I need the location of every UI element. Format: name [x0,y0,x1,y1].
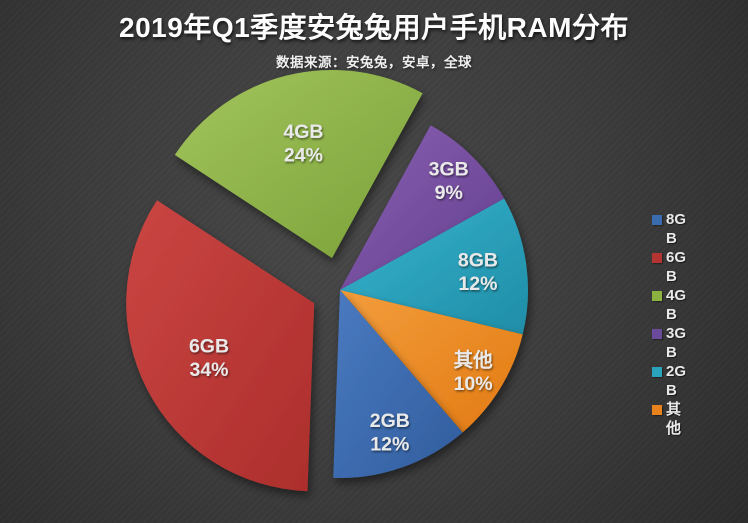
legend-label-3gb: 3GB [666,325,687,361]
legend-marker-6gb [652,253,662,263]
legend: 8GB 6GB 4GB 3GB 2GB 其他 [652,210,704,438]
pie-slice-8gb[interactable] [340,198,529,335]
slice-label-3gb: 3GB 9% [429,159,469,205]
legend-item-2gb[interactable]: 2GB [652,362,704,400]
legend-label-4gb: 4GB [666,287,687,323]
slice-label-4gb: 4GB 24% [283,121,323,167]
pie-slice-2gb[interactable] [333,290,463,479]
slice-label-2gb: 2GB 12% [370,410,410,456]
legend-label-8gb: 8GB [666,211,687,247]
legend-marker-3gb [652,329,662,339]
legend-label-2gb: 2GB [666,363,687,399]
slice-label-6gb: 6GB 34% [189,336,229,382]
slice-label-8gb: 8GB 12% [458,249,498,295]
legend-label-6gb: 6GB [666,249,687,285]
legend-item-4gb[interactable]: 4GB [652,286,704,324]
pie-slice-other[interactable] [340,290,523,433]
legend-item-other[interactable]: 其他 [652,400,704,438]
slice-label-other: 其他 10% [454,349,494,396]
pie-slice-4gb[interactable] [174,69,423,258]
legend-item-3gb[interactable]: 3GB [652,324,704,362]
legend-item-6gb[interactable]: 6GB [652,248,704,286]
legend-marker-2gb [652,367,662,377]
pie-slice-6gb[interactable] [126,200,315,492]
pie-slice-3gb[interactable] [340,125,505,290]
legend-label-other: 其他 [666,401,682,437]
legend-marker-other [652,405,662,415]
legend-item-8gb[interactable]: 8GB [652,210,704,248]
chart-title: 2019年Q1季度安兔兔用户手机RAM分布 [119,12,629,43]
legend-marker-8gb [652,215,662,225]
legend-marker-4gb [652,291,662,301]
chart-subtitle: 数据来源：安兔兔，安卓，全球 [276,55,472,70]
